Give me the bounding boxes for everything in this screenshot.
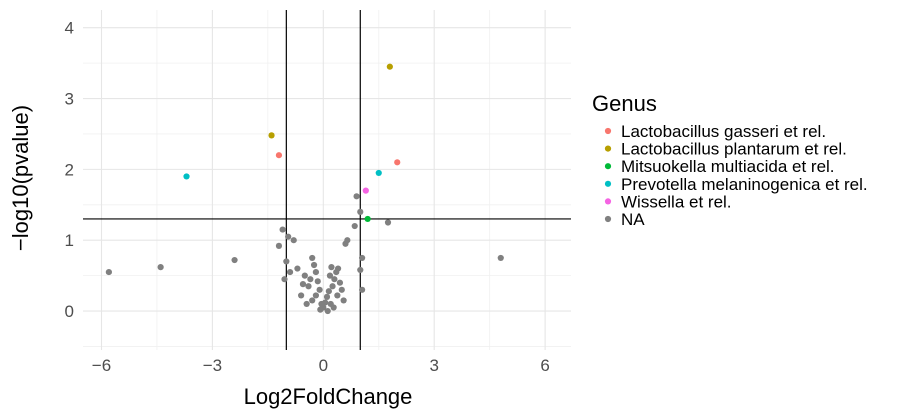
- data-point: [294, 265, 301, 272]
- data-points: [105, 63, 504, 315]
- y-tick-label: 4: [65, 19, 74, 38]
- legend-label: Wissella et rel.: [621, 192, 732, 211]
- data-point: [183, 173, 190, 180]
- legend-key: [604, 198, 612, 205]
- data-point: [231, 256, 238, 264]
- y-tick-label: 3: [65, 90, 74, 109]
- data-point: [338, 286, 345, 293]
- data-point: [283, 258, 290, 265]
- legend-key: [604, 215, 612, 223]
- x-tick-label: 6: [540, 356, 549, 375]
- data-point: [157, 264, 164, 271]
- legend-label: Prevotella melaninogenica et rel.: [621, 175, 868, 194]
- data-point: [268, 132, 275, 139]
- data-point: [309, 254, 316, 262]
- data-point: [105, 268, 112, 276]
- legend: Genus Lactobacillus gasseri et rel.Lacto…: [592, 91, 868, 229]
- data-point: [323, 293, 331, 300]
- legend-key: [604, 145, 612, 152]
- data-point: [357, 208, 364, 215]
- legend-title: Genus: [592, 91, 657, 116]
- data-point: [286, 268, 294, 276]
- x-tick-label: −3: [203, 356, 222, 375]
- data-point: [357, 266, 364, 274]
- data-point: [316, 286, 323, 293]
- data-point: [275, 152, 283, 159]
- legend-label: NA: [621, 210, 645, 229]
- data-point: [314, 278, 321, 285]
- data-point: [275, 242, 283, 249]
- data-point: [330, 304, 337, 311]
- data-point: [290, 237, 297, 244]
- data-point: [305, 283, 312, 290]
- data-point: [359, 286, 366, 293]
- data-point: [312, 268, 320, 276]
- data-point: [309, 297, 316, 304]
- y-tick-label: 0: [65, 302, 74, 321]
- data-point: [281, 276, 288, 283]
- legend-label: Lactobacillus plantarum et rel.: [621, 140, 847, 159]
- x-tick-label: 3: [429, 356, 438, 375]
- data-point: [340, 297, 347, 304]
- data-point: [312, 292, 320, 299]
- data-point: [301, 272, 308, 279]
- data-point: [322, 299, 329, 306]
- data-point: [336, 279, 344, 286]
- y-tick-label: 2: [65, 160, 74, 179]
- legend-label: Lactobacillus gasseri et rel.: [621, 122, 826, 141]
- grid-major: [83, 10, 571, 350]
- data-point: [497, 254, 504, 262]
- data-point: [307, 276, 314, 283]
- data-point: [325, 288, 332, 295]
- y-tick-label: 1: [65, 231, 74, 250]
- data-point: [317, 306, 324, 313]
- legend-label: Mitsuokella multiacida et rel.: [621, 157, 835, 176]
- data-point: [310, 261, 318, 269]
- legend-key: [604, 127, 612, 135]
- legend-key: [604, 163, 612, 170]
- data-point: [351, 222, 358, 230]
- x-axis-title: Log2FoldChange: [244, 384, 413, 409]
- x-tick-labels: −6 −3 0 3 6: [92, 356, 550, 375]
- data-point: [299, 281, 307, 288]
- y-tick-labels: 0 1 2 3 4: [65, 19, 74, 321]
- x-tick-label: 0: [319, 356, 328, 375]
- y-axis-title: −log10(pvalue): [8, 105, 33, 251]
- data-point: [334, 265, 342, 272]
- data-point: [279, 226, 286, 233]
- data-point: [328, 264, 335, 271]
- data-point: [298, 292, 305, 299]
- data-point: [362, 187, 369, 194]
- data-point: [326, 272, 334, 279]
- data-point: [324, 307, 331, 315]
- data-point: [384, 219, 392, 226]
- data-point: [386, 63, 393, 70]
- legend-key: [604, 180, 612, 187]
- x-tick-label: −6: [92, 356, 111, 375]
- data-point: [359, 254, 366, 262]
- data-point: [364, 215, 371, 223]
- data-point: [344, 237, 351, 244]
- data-point: [285, 233, 292, 240]
- data-point: [329, 283, 336, 290]
- data-point: [334, 292, 341, 299]
- data-point: [353, 193, 360, 200]
- data-point: [303, 300, 310, 308]
- data-point: [394, 159, 401, 166]
- reference-lines: [83, 10, 571, 350]
- data-point: [331, 276, 338, 283]
- data-point: [375, 169, 382, 177]
